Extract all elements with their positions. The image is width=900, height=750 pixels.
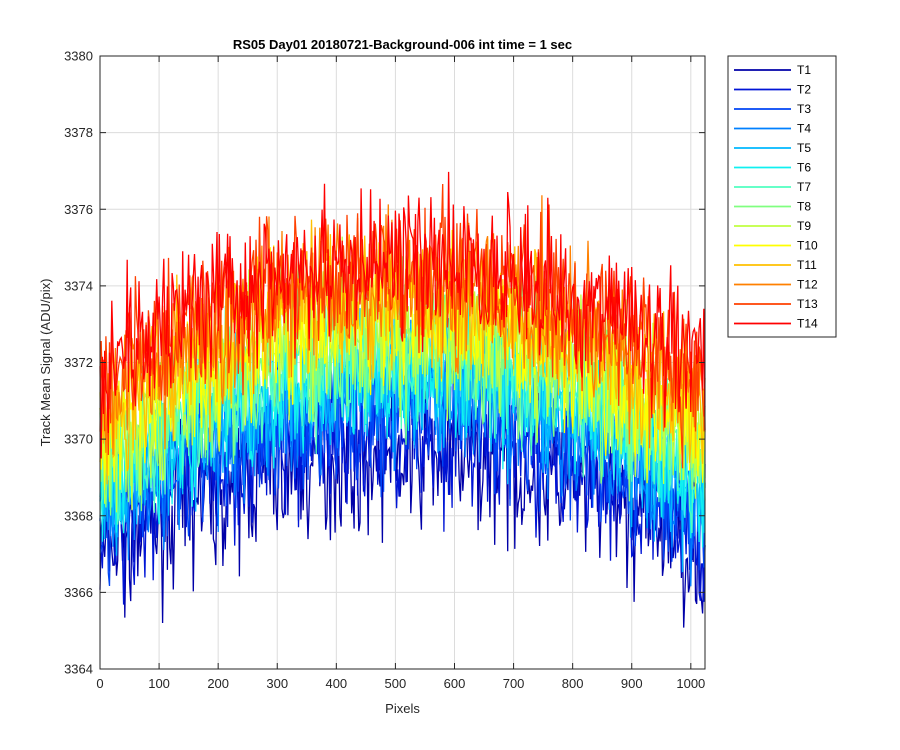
x-tick-label: 900 [621,676,643,691]
legend-entry-t13: T13 [797,297,818,311]
chart-title: RS05 Day01 20180721-Background-006 int t… [233,37,572,52]
x-axis-label: Pixels [385,701,420,716]
x-axis: 0 100 200 300 400 500 600 700 800 900 1000 [96,56,705,691]
x-tick-label: 500 [385,676,407,691]
legend-entry-t12: T12 [797,278,818,292]
series-layer [99,171,706,628]
y-axis-label: Track Mean Signal (ADU/pix) [38,279,53,447]
legend: T1 T2 T3 T4 T5 T6 T7 T8 T9 T10 T11 T12 T13 T14 [727,55,837,338]
legend-box [727,55,837,338]
legend-entry-t1: T1 [797,63,811,77]
y-tick-label: 3380 [64,49,93,64]
legend-entry-t6: T6 [797,161,811,175]
legend-entry-t14: T14 [797,317,818,331]
x-tick-label: 1000 [676,676,705,691]
series-line-t14 [99,171,706,459]
x-tick-label: 300 [266,676,288,691]
legend-entry-t9: T9 [797,219,811,233]
y-tick-label: 3364 [64,662,93,677]
y-tick-label: 3368 [64,508,93,523]
y-tick-label: 3372 [64,355,93,370]
x-tick-label: 400 [325,676,347,691]
legend-entry-t10: T10 [797,239,818,253]
y-tick-label: 3370 [64,432,93,447]
legend-entry-t5: T5 [797,141,811,155]
legend-entry-t2: T2 [797,83,811,97]
y-tick-label: 3366 [64,585,93,600]
x-tick-label: 100 [148,676,170,691]
legend-entry-t4: T4 [797,122,811,136]
legend-entry-t11: T11 [797,258,817,272]
y-tick-label: 3374 [64,278,93,293]
x-tick-label: 600 [444,676,466,691]
legend-entry-t8: T8 [797,200,811,214]
x-tick-label: 700 [503,676,525,691]
y-tick-label: 3376 [64,202,93,217]
legend-entry-t3: T3 [797,102,811,116]
y-tick-label: 3378 [64,125,93,140]
x-tick-label: 200 [207,676,229,691]
x-tick-label: 0 [96,676,103,691]
legend-entry-t7: T7 [797,180,811,194]
y-axis: 3364 3366 3368 3370 3372 3374 3376 3378 3380 [64,49,705,677]
x-tick-label: 800 [562,676,584,691]
